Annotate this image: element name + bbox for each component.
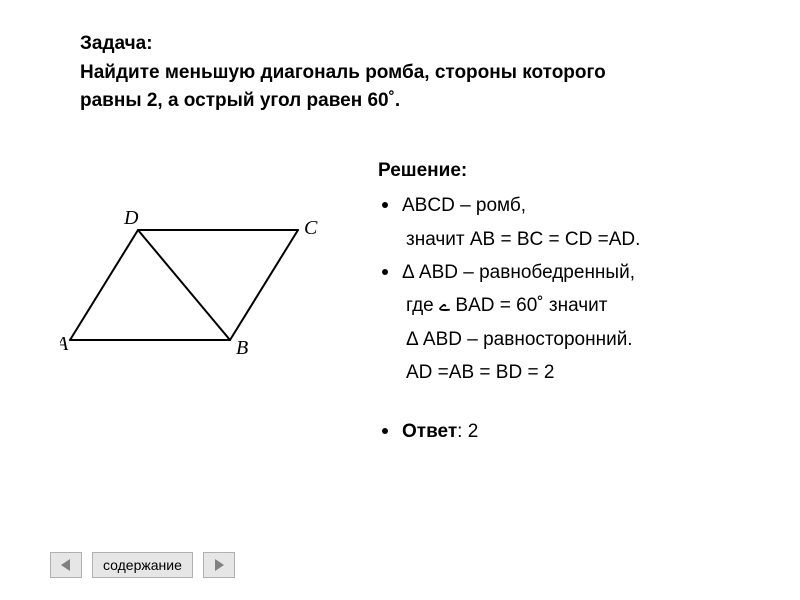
- svg-text:C: C: [304, 217, 318, 239]
- answer-value: : 2: [457, 421, 478, 442]
- bullet-icon: [382, 428, 388, 434]
- solution-line-1: ABCD – ромб,: [378, 190, 778, 221]
- svg-text:A: A: [60, 333, 69, 355]
- problem-label: Задача:: [80, 33, 153, 54]
- next-button[interactable]: [203, 552, 235, 578]
- svg-text:B: B: [236, 337, 248, 359]
- bullet-icon: [382, 202, 388, 208]
- bullet-icon: [382, 269, 388, 275]
- rhombus-diagram: A B C D: [60, 200, 340, 380]
- solution-heading: Решение:: [378, 155, 778, 186]
- prev-button[interactable]: [50, 552, 82, 578]
- contents-label: содержание: [103, 557, 182, 573]
- triangle-right-icon: [212, 558, 226, 572]
- svg-text:D: D: [123, 207, 139, 229]
- answer-row: Ответ: 2: [378, 416, 778, 447]
- solution-line-2: значит AB = BC = CD =AD.: [378, 224, 778, 255]
- rhombus-svg: A B C D: [60, 200, 340, 380]
- answer-label: Ответ: [402, 421, 457, 442]
- problem-text-1: Найдите меньшую диагональ ромба, стороны…: [80, 62, 606, 83]
- solution-line-6: AD =AB = BD = 2: [378, 357, 778, 388]
- problem-text-2: равны 2, а острый угол равен 60˚.: [80, 90, 400, 111]
- problem-statement: Задача: Найдите меньшую диагональ ромба,…: [80, 30, 700, 116]
- answer-text: Ответ: 2: [402, 416, 478, 447]
- nav-bar: содержание: [50, 552, 235, 578]
- solution-line-5: Δ ABD – равносторонний.: [378, 324, 778, 355]
- contents-button[interactable]: содержание: [92, 552, 193, 578]
- solution-line-3: Δ ABD – равнобедренный,: [378, 257, 778, 288]
- solution-block: Решение: ABCD – ромб, значит AB = BC = C…: [378, 155, 778, 450]
- solution-line-4: где ے BAD = 60˚ значит: [378, 290, 778, 321]
- triangle-left-icon: [59, 558, 73, 572]
